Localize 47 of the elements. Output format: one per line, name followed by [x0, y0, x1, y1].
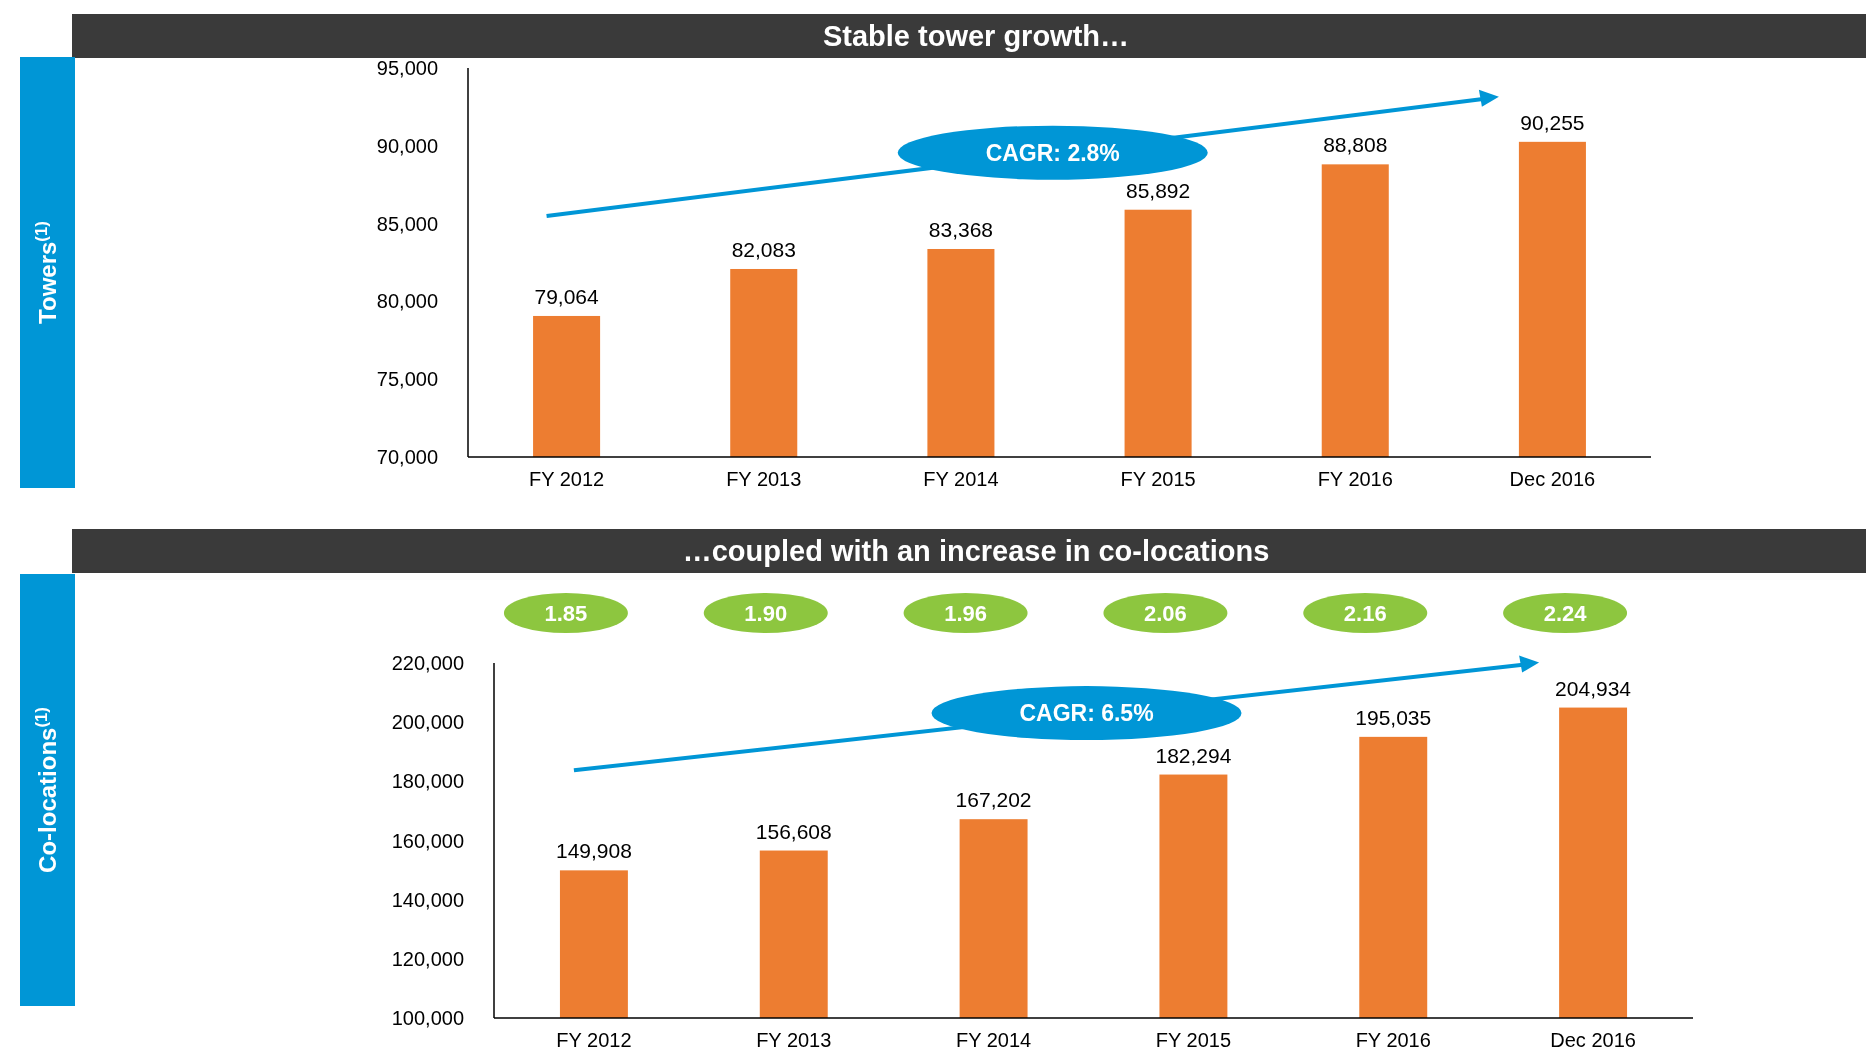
y-tick-label: 100,000: [391, 1007, 464, 1029]
x-tick-label: Dec 2016: [1550, 1029, 1636, 1051]
y-tick-label: 90,000: [376, 134, 438, 157]
x-tick-label: Dec 2016: [1509, 468, 1596, 490]
x-tick-label: FY 2014: [955, 1029, 1032, 1051]
text: 1.85: [544, 601, 588, 626]
x-tick-label: FY 2016: [1355, 1029, 1431, 1051]
data-label: 85,892: [1125, 178, 1191, 202]
x-tick-label: FY 2013: [726, 468, 802, 490]
y-tick-label: 180,000: [391, 770, 464, 793]
data-label: 156,608: [755, 819, 832, 843]
x-tick-label: FY 2015: [1120, 468, 1196, 490]
data-label: 167,202: [955, 788, 1032, 812]
y-tick-label: 85,000: [376, 212, 438, 235]
y-tick-label: 120,000: [391, 947, 464, 970]
x-tick-label: FY 2015: [1155, 1029, 1232, 1051]
data-label: 182,294: [1155, 743, 1232, 767]
annotation: CAGR: 6.5%: [1019, 700, 1154, 727]
y-tick-label: 70,000: [376, 446, 438, 468]
data-label: 204,934: [1555, 676, 1632, 700]
y-tick-label: 95,000: [376, 57, 438, 79]
y-tick-label: 75,000: [376, 368, 438, 391]
text: 2.16: [1343, 601, 1387, 626]
y-tick-label: 220,000: [391, 652, 464, 674]
y-tick-label: 80,000: [376, 290, 438, 313]
data-label: 149,908: [555, 839, 632, 863]
annotation: CAGR: 2.8%: [985, 139, 1120, 166]
y-tick-label: 160,000: [391, 829, 464, 852]
data-label: 195,035: [1355, 705, 1432, 729]
y-tick-label: 200,000: [391, 711, 464, 734]
x-tick-label: FY 2012: [528, 468, 605, 490]
data-label: 88,808: [1323, 133, 1388, 157]
x-tick-label: FY 2013: [756, 1029, 832, 1051]
text: 2.24: [1543, 601, 1588, 626]
text: 1.96: [944, 601, 987, 626]
chart-title: Stable tower growth…: [822, 20, 1130, 52]
x-tick-label: FY 2014: [923, 468, 999, 490]
data-label: 90,255: [1520, 110, 1585, 134]
text: 1.90: [744, 601, 788, 626]
y-tick-label: 140,000: [391, 888, 464, 911]
x-tick-label: FY 2016: [1317, 468, 1393, 490]
chart-title: …coupled with an increase in co-locations: [682, 535, 1270, 567]
data-label: 79,064: [534, 284, 600, 308]
x-tick-label: FY 2012: [556, 1029, 632, 1051]
text: 2.06: [1144, 601, 1187, 626]
data-label: 82,083: [731, 237, 796, 261]
data-label: 83,368: [928, 217, 994, 241]
